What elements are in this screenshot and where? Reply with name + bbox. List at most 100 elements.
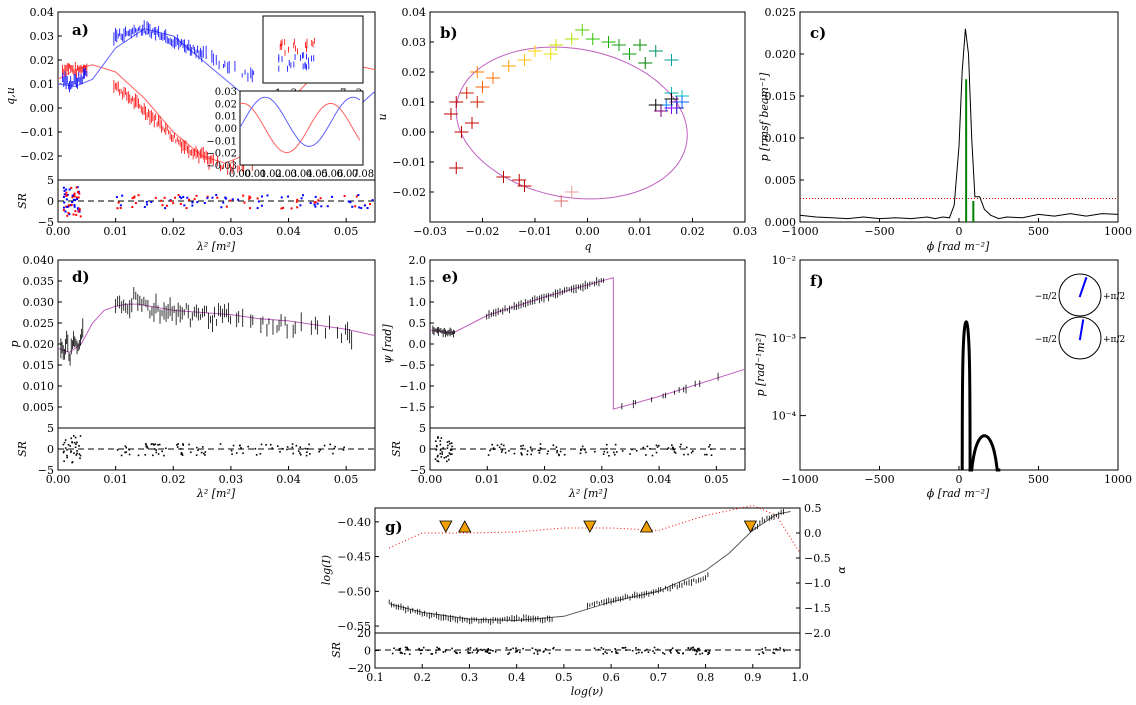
- residual-point: [131, 197, 134, 200]
- y-tick-label: 20: [357, 627, 371, 640]
- residual-point: [70, 203, 73, 206]
- residual-point: [447, 444, 449, 447]
- residual-point: [772, 648, 775, 651]
- residual-point: [695, 653, 697, 656]
- residual-point: [290, 207, 293, 210]
- residual-point: [439, 440, 442, 442]
- residual-point: [280, 196, 283, 199]
- residual-point: [783, 650, 786, 652]
- y-tick-label: 0: [47, 443, 54, 456]
- residual-point: [548, 652, 551, 655]
- qu-point: [648, 45, 663, 57]
- x-tick-label: 0.4: [508, 671, 526, 684]
- residual-point: [490, 649, 492, 651]
- residual-point: [295, 200, 298, 203]
- x-tick-label: 0.01: [475, 473, 500, 486]
- residual-point: [137, 194, 140, 197]
- residual-point: [299, 446, 302, 449]
- residual-point: [456, 652, 458, 655]
- residual-point: [333, 447, 336, 450]
- y-tick-label: −0.01: [20, 126, 54, 139]
- x-tick-label: 0.3: [461, 671, 479, 684]
- residual-point: [692, 450, 694, 452]
- residual-point: [124, 451, 126, 454]
- panel-e-residual-frame: [429, 427, 746, 471]
- residual-point: [153, 448, 156, 450]
- break-marker: [639, 520, 654, 533]
- residual-point: [534, 648, 537, 651]
- residual-point: [313, 201, 316, 204]
- x-tick-label: 0.9: [744, 671, 762, 684]
- residual-point: [500, 451, 503, 453]
- residual-point: [137, 454, 140, 457]
- residual-point: [256, 207, 259, 210]
- residual-point: [652, 650, 654, 652]
- residual-point: [230, 449, 233, 452]
- residual-point: [563, 453, 566, 456]
- residual-point: [656, 446, 659, 448]
- residual-point: [401, 652, 403, 655]
- residual-point: [436, 646, 438, 649]
- residual-point: [200, 451, 203, 454]
- residual-point: [653, 652, 656, 654]
- residual-point: [157, 453, 160, 455]
- residual-point: [693, 648, 696, 651]
- residual-point: [225, 205, 228, 208]
- residual-point: [489, 652, 491, 654]
- residual-point: [512, 647, 514, 650]
- residual-point: [758, 653, 760, 655]
- break-marker: [743, 520, 758, 533]
- y-tick-label-right: −1.0: [804, 577, 831, 590]
- residual-point: [539, 447, 542, 449]
- residual-point: [625, 649, 627, 651]
- residual-point: [231, 453, 233, 455]
- residual-point: [406, 646, 408, 649]
- y-tick-label: 0.015: [765, 90, 797, 103]
- residual-point: [76, 198, 79, 201]
- residual-point: [161, 450, 163, 453]
- residual-point: [145, 200, 148, 203]
- residual-point: [306, 451, 308, 453]
- residual-point: [314, 205, 317, 208]
- residual-point: [357, 194, 360, 197]
- residual-point: [197, 449, 199, 452]
- y-tick-label: 0.01: [30, 78, 55, 91]
- residual-point: [66, 214, 69, 217]
- residual-point: [651, 454, 654, 457]
- residual-point: [444, 650, 447, 653]
- y-tick-label: 0.015: [23, 359, 55, 372]
- residual-point: [191, 204, 194, 207]
- y-tick-label: 0: [364, 645, 371, 658]
- residual-point: [537, 449, 540, 452]
- residual-point: [304, 447, 307, 450]
- residual-point: [249, 207, 252, 210]
- residual-point: [439, 443, 442, 446]
- qu-point: [675, 96, 689, 108]
- qu-point: [454, 126, 469, 138]
- residual-point: [271, 447, 274, 449]
- residual-point: [539, 649, 541, 652]
- residual-point: [515, 651, 517, 653]
- residual-point: [666, 448, 668, 450]
- residual-point: [309, 202, 312, 205]
- qu-point: [470, 66, 485, 78]
- residual-point: [354, 205, 357, 208]
- residual-point: [526, 450, 529, 452]
- inset-x-tick-label: 0.05: [306, 169, 328, 180]
- residual-point: [556, 450, 558, 452]
- residual-point: [616, 451, 618, 453]
- residual-point: [616, 652, 619, 654]
- residual-point: [222, 201, 225, 204]
- x-tick-label: 500: [1028, 225, 1049, 238]
- residual-point: [649, 448, 651, 450]
- residual-point: [77, 191, 80, 194]
- residual-point: [220, 206, 223, 209]
- residual-point: [71, 196, 74, 199]
- residual-point: [436, 460, 439, 462]
- residual-point: [191, 201, 194, 204]
- residual-point: [552, 444, 555, 447]
- y-tick-label-right: 0.0: [804, 527, 822, 540]
- residual-point: [279, 450, 281, 453]
- residual-point: [508, 450, 510, 452]
- residual-point: [128, 453, 131, 456]
